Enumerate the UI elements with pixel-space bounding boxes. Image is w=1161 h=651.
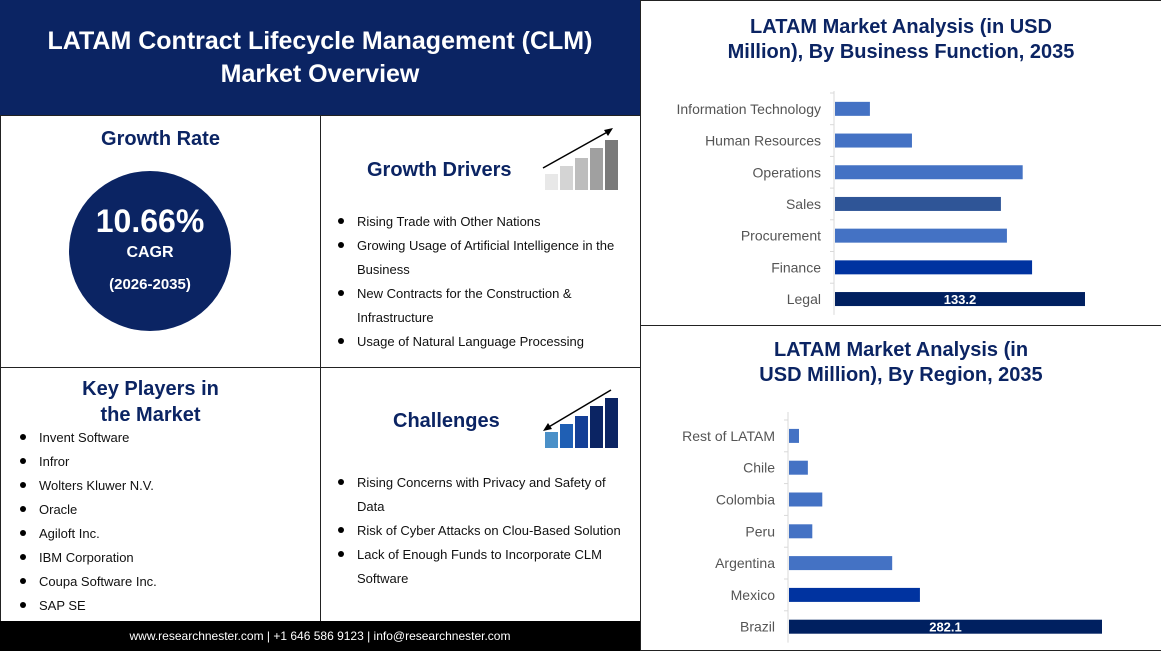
category-label: Mexico — [731, 587, 776, 603]
cagr-circle: 10.66% CAGR (2026-2035) — [69, 171, 231, 331]
business-function-bar-chart: Information Technology Human Resources Ope… — [677, 91, 1085, 315]
chart-title-line-2: USD Million), By Region, 2035 — [759, 364, 1043, 386]
challenges-chart-icon — [543, 389, 618, 448]
player-item: Agiloft Inc. — [17, 522, 157, 546]
data-label: 133.2 — [944, 292, 977, 307]
bar — [835, 165, 1023, 180]
challenge-item: Rising Concerns with Privacy and Safety … — [335, 471, 625, 519]
title-line-2: Market Overview — [220, 60, 420, 88]
bar — [835, 292, 1085, 307]
chart-title: LATAM Market Analysis (in USD Million), … — [641, 15, 1161, 65]
bar — [789, 492, 823, 507]
bar — [835, 133, 912, 148]
challenge-item: Lack of Enough Funds to Incorporate CLM … — [335, 543, 625, 591]
player-item: Infror — [17, 450, 157, 474]
driver-item: Usage of Natural Language Processing — [335, 330, 625, 354]
key-players-title: Key Players in the Market — [1, 376, 300, 428]
bar — [789, 524, 813, 539]
category-label: Argentina — [715, 555, 775, 571]
growth-rate-title: Growth Rate — [101, 128, 220, 150]
player-item: Invent Software — [17, 426, 157, 450]
category-label: Legal — [787, 291, 821, 307]
category-label: Procurement — [741, 228, 821, 244]
bar — [835, 228, 1007, 243]
driver-item: New Contracts for the Construction & Inf… — [335, 282, 625, 330]
business-function-chart-panel: LATAM Market Analysis (in USD Million), … — [640, 0, 1161, 326]
growth-drivers-panel: Growth Drivers Rising Trade with Other N… — [320, 115, 641, 368]
challenges-list: Rising Concerns with Privacy and Safety … — [335, 471, 625, 591]
bar — [835, 260, 1033, 275]
bar — [789, 428, 799, 443]
category-label: Chile — [743, 460, 775, 476]
key-players-title-1: Key Players in — [82, 378, 219, 400]
driver-item: Growing Usage of Artificial Intelligence… — [335, 234, 625, 282]
player-item: IBM Corporation — [17, 546, 157, 570]
bar — [789, 619, 1102, 634]
cagr-value: 10.66% — [95, 203, 205, 239]
challenge-item: Risk of Cyber Attacks on Clou-Based Solu… — [335, 519, 625, 543]
growth-drivers-title: Growth Drivers — [367, 159, 512, 181]
players-list: Invent Software Infror Wolters Kluwer N.… — [17, 426, 157, 618]
bar — [835, 196, 1001, 211]
bar — [789, 556, 893, 571]
key-players-panel: Key Players in the Market Invent Softwar… — [0, 367, 321, 622]
chart-title-line-1: LATAM Market Analysis (in — [773, 339, 1029, 361]
category-label: Colombia — [716, 492, 775, 508]
chart-title-line-1: LATAM Market Analysis (in USD — [750, 16, 1052, 38]
player-item: Oracle — [17, 498, 157, 522]
growth-rate-panel: Growth Rate 10.66% CAGR (2026-2035) — [0, 115, 321, 368]
driver-item: Rising Trade with Other Nations — [335, 210, 625, 234]
bar — [835, 101, 870, 116]
challenges-title: Challenges — [393, 410, 500, 432]
region-bar-chart: Rest of LATAM Chile Colombia Peru Argentina M… — [682, 412, 1102, 643]
drivers-list: Rising Trade with Other Nations Growing … — [335, 210, 625, 354]
chart-title: LATAM Market Analysis (in USD Million), … — [641, 338, 1161, 388]
region-chart-panel: LATAM Market Analysis (in USD Million), … — [640, 325, 1161, 651]
key-players-title-2: the Market — [100, 404, 201, 426]
player-item: SAP SE — [17, 594, 157, 618]
category-label: Human Resources — [705, 133, 821, 149]
cagr-label: CAGR — [126, 244, 174, 261]
category-label: Information Technology — [677, 101, 822, 117]
category-label: Brazil — [740, 619, 775, 635]
bar — [789, 587, 920, 602]
player-item: Wolters Kluwer N.V. — [17, 474, 157, 498]
category-label: Operations — [753, 164, 821, 180]
player-item: Coupa Software Inc. — [17, 570, 157, 594]
chart-title-line-2: Million), By Business Function, 2035 — [727, 41, 1075, 63]
cagr-period: (2026-2035) — [109, 276, 191, 293]
category-label: Finance — [771, 259, 821, 275]
data-label: 282.1 — [929, 620, 962, 635]
category-label: Rest of LATAM — [682, 428, 775, 444]
category-label: Sales — [786, 196, 821, 212]
title-line-1: LATAM Contract Lifecycle Management (CLM… — [47, 27, 593, 55]
bar — [789, 460, 808, 475]
footer-contact: www.researchnester.com | +1 646 586 9123… — [0, 621, 640, 651]
growth-chart-icon — [542, 128, 618, 190]
page-header: LATAM Contract Lifecycle Management (CLM… — [0, 0, 640, 115]
category-label: Peru — [745, 523, 775, 539]
challenges-panel: Challenges Rising Concerns with Privacy … — [320, 367, 641, 622]
